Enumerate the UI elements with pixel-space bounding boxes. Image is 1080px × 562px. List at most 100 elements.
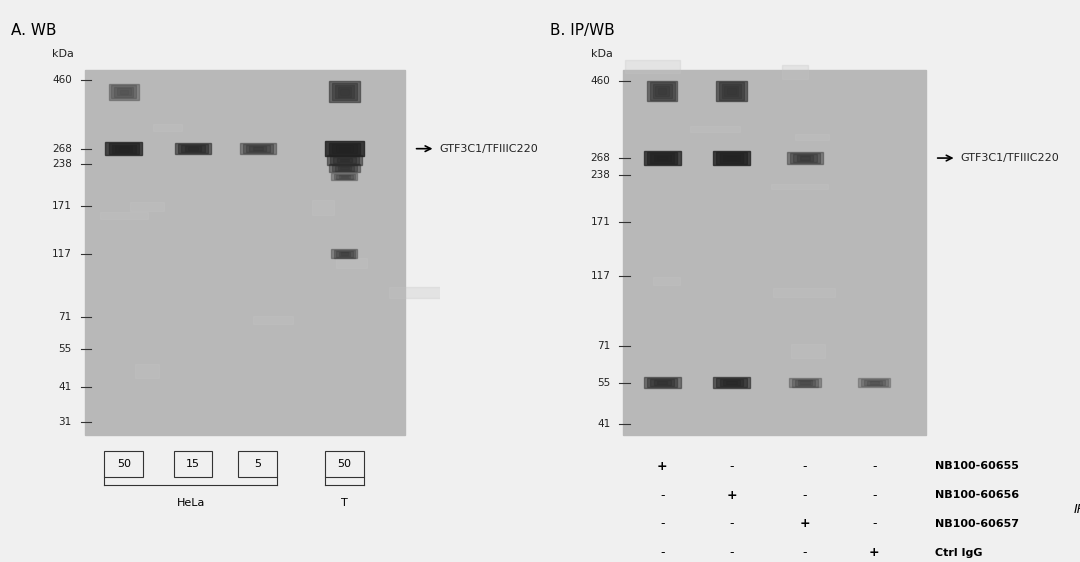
Bar	[786, 152, 823, 164]
Bar	[109, 143, 139, 154]
Text: 268: 268	[52, 144, 72, 153]
Bar	[329, 81, 360, 102]
Bar	[85, 70, 405, 435]
Text: -: -	[660, 488, 664, 502]
Text: A. WB: A. WB	[11, 22, 57, 38]
Text: 71: 71	[597, 342, 610, 351]
Text: Ctrl IgG: Ctrl IgG	[935, 547, 983, 558]
Bar	[311, 200, 334, 215]
Bar	[334, 174, 355, 179]
Bar	[178, 144, 208, 153]
Text: 5: 5	[255, 459, 261, 469]
Text: 41: 41	[597, 419, 610, 429]
Bar	[327, 155, 362, 165]
Text: 460: 460	[52, 75, 72, 85]
Text: B. IP/WB: B. IP/WB	[550, 22, 615, 38]
Text: 171: 171	[52, 201, 72, 211]
Bar	[99, 211, 148, 219]
Bar	[341, 252, 348, 255]
Text: -: -	[872, 518, 877, 531]
Bar	[721, 84, 741, 98]
Bar	[135, 364, 159, 378]
Bar	[240, 143, 276, 154]
Text: T: T	[341, 498, 348, 507]
Bar	[652, 84, 672, 98]
Text: +: +	[869, 546, 879, 559]
Text: 117: 117	[591, 270, 610, 280]
Bar	[647, 152, 677, 164]
Bar	[340, 89, 349, 94]
Bar	[719, 379, 743, 386]
Bar	[653, 155, 671, 161]
Text: 268: 268	[591, 153, 610, 163]
Bar	[114, 87, 134, 97]
Bar	[105, 451, 144, 477]
Bar	[726, 156, 737, 160]
Text: 31: 31	[58, 417, 72, 427]
Bar	[334, 250, 355, 257]
Bar	[773, 288, 835, 297]
Bar	[332, 83, 356, 100]
Text: -: -	[802, 488, 807, 502]
Bar	[332, 249, 357, 259]
Bar	[109, 84, 139, 99]
Text: 460: 460	[591, 76, 610, 87]
Bar	[246, 146, 270, 152]
Bar	[867, 380, 881, 384]
Bar	[185, 146, 202, 151]
Text: HeLa: HeLa	[177, 498, 205, 507]
Bar	[719, 153, 743, 163]
Bar	[253, 147, 264, 150]
Bar	[338, 87, 351, 97]
Text: 117: 117	[52, 249, 72, 259]
Bar	[332, 165, 356, 171]
Text: -: -	[660, 518, 664, 531]
Bar	[782, 65, 808, 79]
Text: GTF3C1/TFIIIC220: GTF3C1/TFIIIC220	[440, 144, 539, 153]
Bar	[647, 80, 677, 101]
Text: -: -	[802, 460, 807, 473]
Text: NB100-60656: NB100-60656	[935, 490, 1018, 500]
Text: 55: 55	[597, 378, 610, 388]
Bar	[797, 380, 812, 385]
Bar	[334, 157, 355, 163]
Bar	[657, 156, 667, 160]
Bar	[623, 70, 927, 435]
Bar	[716, 80, 746, 101]
Bar	[111, 85, 136, 98]
Bar	[325, 451, 364, 477]
Text: -: -	[660, 546, 664, 559]
Bar	[181, 145, 205, 152]
Bar	[130, 202, 164, 211]
Bar	[727, 88, 735, 94]
Bar	[328, 143, 361, 155]
Bar	[653, 380, 671, 385]
Bar	[120, 89, 129, 94]
Text: GTF3C1/TFIIIC220: GTF3C1/TFIIIC220	[961, 153, 1059, 163]
Bar	[713, 151, 750, 165]
Bar	[789, 153, 820, 163]
Bar	[339, 158, 349, 161]
Bar	[650, 153, 674, 163]
Bar	[625, 60, 680, 73]
Bar	[153, 124, 183, 131]
Text: 171: 171	[591, 217, 610, 227]
Bar	[329, 164, 360, 172]
Bar	[647, 378, 677, 387]
Bar	[793, 155, 816, 162]
Bar	[336, 175, 353, 179]
Bar	[188, 147, 198, 150]
Bar	[332, 174, 357, 180]
Bar	[652, 277, 680, 284]
Bar	[119, 147, 129, 151]
Bar	[112, 144, 136, 153]
Bar	[650, 83, 675, 99]
Bar	[332, 144, 356, 153]
Bar	[800, 156, 810, 160]
Bar	[253, 316, 293, 324]
Bar	[719, 83, 744, 99]
Bar	[341, 176, 348, 178]
Bar	[658, 88, 666, 94]
Text: 71: 71	[58, 312, 72, 322]
Bar	[650, 379, 674, 386]
